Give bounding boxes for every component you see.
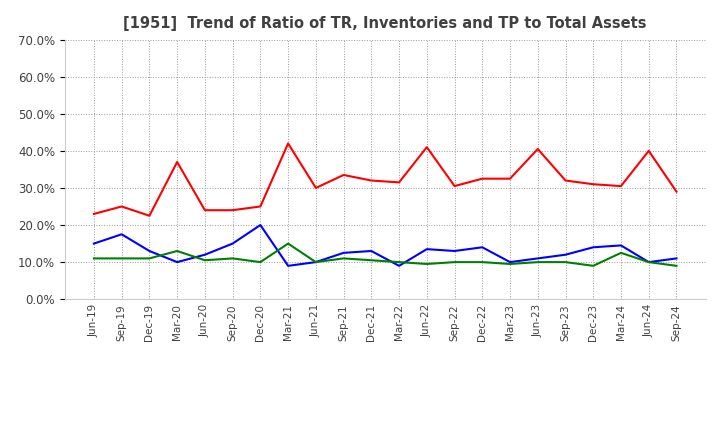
- Inventories: [312, 260, 320, 265]
- Trade Receivables: [644, 148, 653, 154]
- Trade Receivables: [423, 144, 431, 150]
- Trade Payables: [339, 256, 348, 261]
- Inventories: [423, 246, 431, 252]
- Trade Receivables: [478, 176, 487, 181]
- Line: Trade Payables: Trade Payables: [94, 244, 677, 266]
- Inventories: [256, 222, 265, 227]
- Inventories: [117, 231, 126, 237]
- Trade Payables: [616, 250, 625, 256]
- Line: Trade Receivables: Trade Receivables: [94, 143, 677, 216]
- Trade Receivables: [367, 178, 376, 183]
- Trade Payables: [201, 258, 210, 263]
- Trade Payables: [478, 260, 487, 265]
- Inventories: [672, 256, 681, 261]
- Trade Payables: [589, 263, 598, 268]
- Trade Receivables: [89, 211, 98, 216]
- Inventories: [561, 252, 570, 257]
- Inventories: [89, 241, 98, 246]
- Trade Payables: [256, 260, 265, 265]
- Inventories: [505, 260, 514, 265]
- Inventories: [145, 248, 154, 253]
- Trade Payables: [89, 256, 98, 261]
- Inventories: [450, 248, 459, 253]
- Title: [1951]  Trend of Ratio of TR, Inventories and TP to Total Assets: [1951] Trend of Ratio of TR, Inventories…: [123, 16, 647, 32]
- Inventories: [534, 256, 542, 261]
- Trade Receivables: [450, 183, 459, 189]
- Trade Receivables: [505, 176, 514, 181]
- Inventories: [367, 248, 376, 253]
- Trade Receivables: [616, 183, 625, 189]
- Trade Payables: [367, 258, 376, 263]
- Inventories: [173, 260, 181, 265]
- Inventories: [395, 263, 403, 268]
- Line: Inventories: Inventories: [94, 225, 677, 266]
- Trade Receivables: [256, 204, 265, 209]
- Trade Receivables: [561, 178, 570, 183]
- Trade Receivables: [145, 213, 154, 218]
- Trade Receivables: [117, 204, 126, 209]
- Trade Receivables: [284, 141, 292, 146]
- Trade Payables: [644, 260, 653, 265]
- Trade Receivables: [312, 185, 320, 191]
- Trade Payables: [312, 260, 320, 265]
- Trade Payables: [145, 256, 154, 261]
- Trade Receivables: [395, 180, 403, 185]
- Trade Receivables: [201, 208, 210, 213]
- Trade Payables: [423, 261, 431, 267]
- Trade Payables: [561, 260, 570, 265]
- Trade Receivables: [589, 182, 598, 187]
- Trade Receivables: [672, 189, 681, 194]
- Inventories: [201, 252, 210, 257]
- Inventories: [228, 241, 237, 246]
- Inventories: [616, 243, 625, 248]
- Trade Payables: [505, 261, 514, 267]
- Trade Payables: [117, 256, 126, 261]
- Trade Payables: [450, 260, 459, 265]
- Trade Payables: [672, 263, 681, 268]
- Inventories: [644, 260, 653, 265]
- Inventories: [339, 250, 348, 256]
- Trade Payables: [173, 248, 181, 253]
- Inventories: [478, 245, 487, 250]
- Trade Payables: [534, 260, 542, 265]
- Trade Receivables: [534, 147, 542, 152]
- Trade Payables: [284, 241, 292, 246]
- Trade Receivables: [173, 159, 181, 165]
- Trade Payables: [395, 260, 403, 265]
- Inventories: [284, 263, 292, 268]
- Trade Receivables: [228, 208, 237, 213]
- Inventories: [589, 245, 598, 250]
- Trade Payables: [228, 256, 237, 261]
- Trade Receivables: [339, 172, 348, 178]
